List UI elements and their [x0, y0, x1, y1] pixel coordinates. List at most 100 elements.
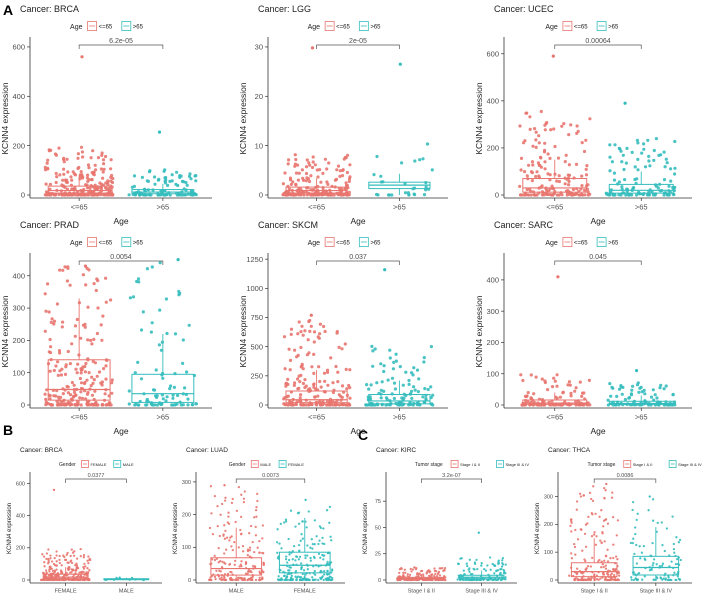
data-point — [347, 402, 351, 406]
data-point — [300, 168, 304, 172]
data-point — [534, 193, 538, 197]
data-point — [623, 397, 628, 402]
data-point — [246, 548, 250, 551]
data-point — [597, 571, 600, 574]
data-point — [528, 115, 532, 119]
data-point — [624, 193, 628, 197]
data-point — [606, 403, 611, 407]
data-point — [444, 578, 447, 582]
x-tick-label: <=65 — [71, 203, 88, 212]
data-point — [617, 193, 621, 197]
data-point — [476, 567, 479, 571]
data-point — [385, 397, 389, 401]
data-point — [640, 151, 644, 155]
data-point — [248, 549, 252, 552]
data-point — [290, 551, 293, 554]
data-point — [87, 268, 91, 272]
data-point — [110, 180, 115, 185]
data-point — [638, 545, 641, 548]
data-point — [553, 144, 557, 149]
data-point — [55, 188, 59, 192]
data-point — [296, 178, 300, 182]
data-point — [429, 578, 432, 582]
data-point — [48, 570, 51, 573]
data-point — [537, 397, 542, 401]
data-point — [504, 563, 507, 566]
data-point — [437, 570, 441, 574]
plot-title: Cancer: LUAD — [186, 447, 228, 454]
data-point — [104, 300, 108, 304]
data-point — [59, 189, 64, 193]
data-point — [47, 149, 52, 153]
data-point — [582, 403, 586, 407]
data-point — [300, 324, 304, 328]
data-point — [411, 568, 415, 571]
data-point — [173, 372, 177, 376]
data-point — [304, 520, 307, 523]
data-point — [68, 362, 72, 366]
data-point-max — [118, 576, 121, 579]
data-point — [610, 496, 614, 499]
data-point — [46, 362, 51, 366]
data-point — [103, 392, 107, 396]
data-point — [583, 532, 587, 536]
data-point — [278, 568, 281, 571]
data-point — [406, 573, 409, 576]
data-point — [606, 548, 609, 551]
data-point — [526, 391, 530, 395]
data-point — [262, 563, 265, 567]
data-point — [100, 151, 104, 155]
data-point — [83, 325, 87, 329]
data-point — [225, 536, 229, 539]
data-point — [319, 556, 322, 559]
data-point — [87, 178, 91, 182]
data-point — [660, 564, 664, 567]
data-point — [291, 558, 294, 561]
data-point — [398, 365, 402, 369]
data-point — [51, 388, 56, 392]
p-value-label: 0.0054 — [110, 254, 132, 261]
data-point — [79, 381, 84, 385]
data-point — [44, 397, 48, 401]
data-point — [86, 305, 90, 309]
data-point — [218, 577, 221, 581]
data-point — [388, 356, 392, 360]
data-point — [185, 370, 189, 374]
data-point — [625, 146, 629, 150]
data-point — [597, 578, 600, 581]
data-point — [148, 192, 152, 196]
data-point — [233, 540, 236, 544]
data-point — [72, 383, 76, 387]
data-point — [479, 574, 483, 578]
data-point — [101, 193, 105, 197]
data-point — [183, 386, 187, 390]
data-point — [521, 378, 525, 383]
data-point — [379, 362, 383, 366]
data-point — [240, 560, 243, 563]
y-tick-label: 25 — [375, 552, 381, 558]
data-point — [91, 190, 96, 194]
data-point — [317, 578, 320, 582]
data-point — [294, 569, 298, 573]
data-point — [86, 173, 90, 177]
data-point — [533, 127, 537, 131]
data-point — [654, 137, 659, 141]
data-point — [673, 139, 677, 144]
data-point — [223, 499, 227, 502]
data-point — [461, 577, 464, 580]
data-point — [127, 389, 131, 393]
data-point — [83, 389, 87, 393]
data-point — [313, 569, 316, 573]
data-point — [66, 170, 70, 174]
legend-label-1: Stage I & II — [460, 462, 480, 467]
data-point — [641, 578, 644, 581]
data-point — [344, 186, 348, 190]
data-point — [294, 402, 298, 406]
data-point — [94, 187, 98, 191]
data-point — [500, 565, 504, 568]
data-point — [46, 402, 51, 406]
panel-label-b: B — [3, 422, 13, 438]
data-point — [138, 193, 142, 197]
data-point — [518, 184, 522, 188]
data-point — [242, 497, 246, 500]
